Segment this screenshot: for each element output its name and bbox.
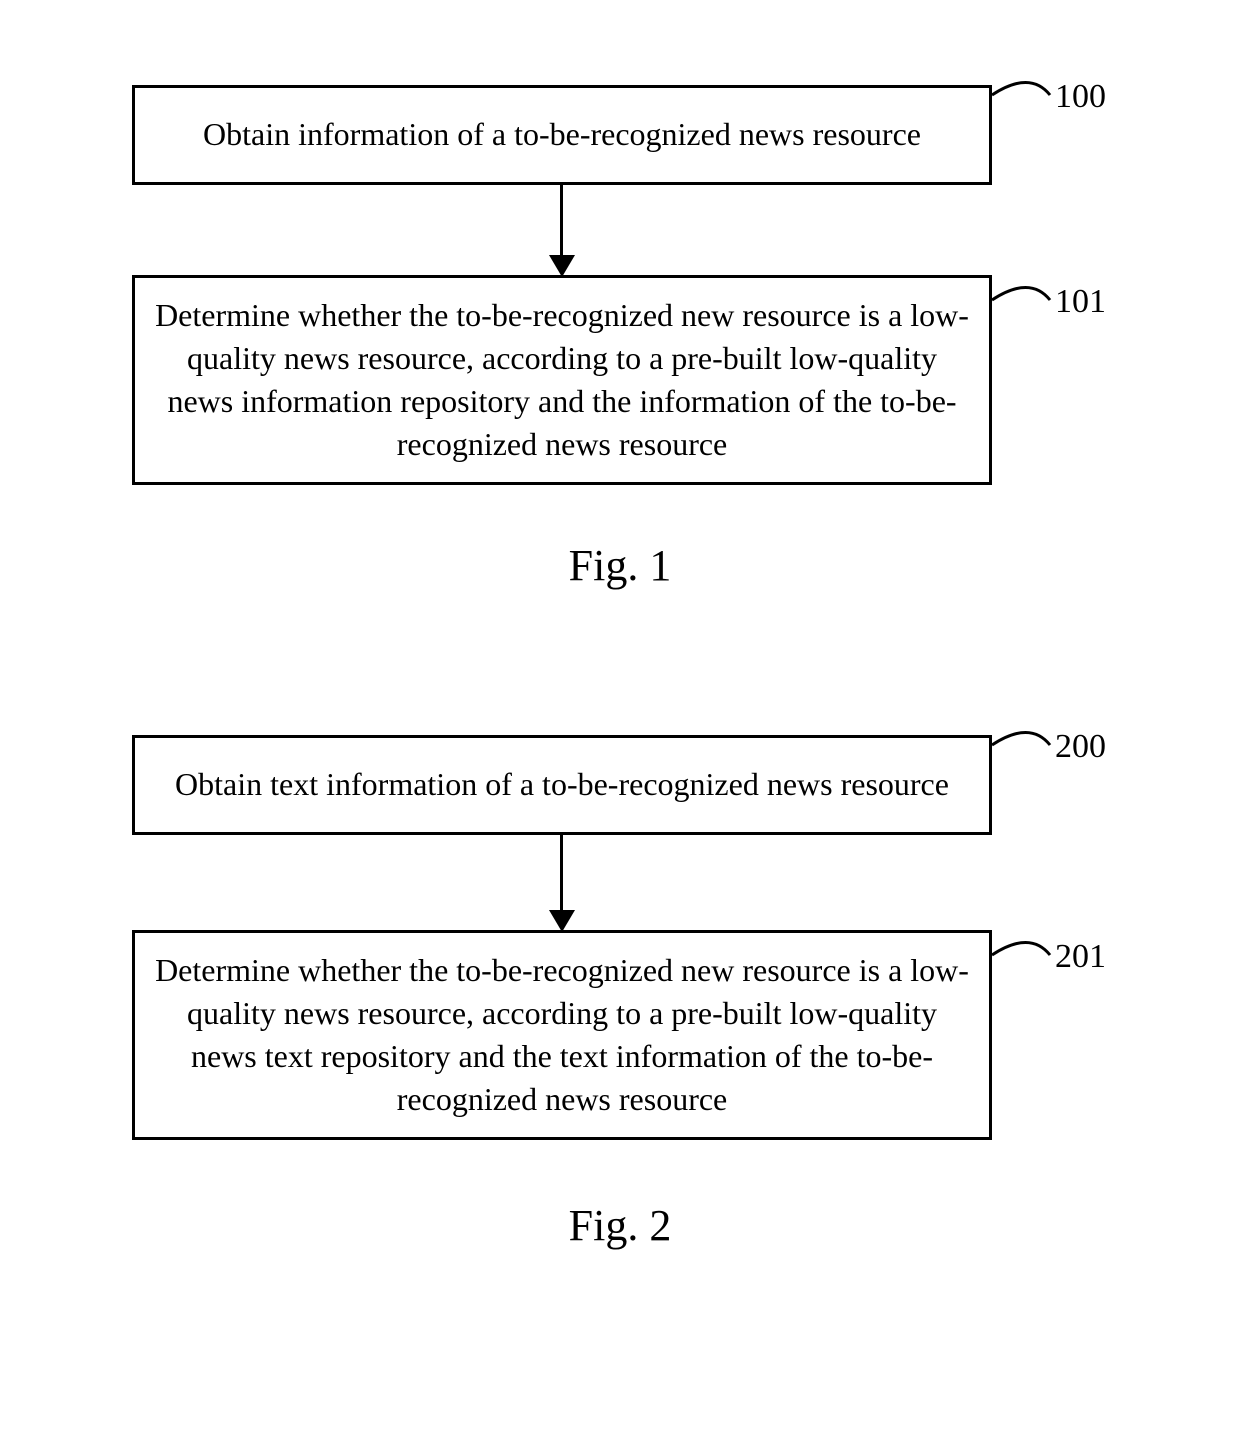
ref-label-201: 201: [1055, 938, 1106, 976]
figure-2-caption: Fig. 2: [520, 1200, 720, 1251]
diagram-canvas: Obtain information of a to-be-recognized…: [0, 0, 1240, 1454]
